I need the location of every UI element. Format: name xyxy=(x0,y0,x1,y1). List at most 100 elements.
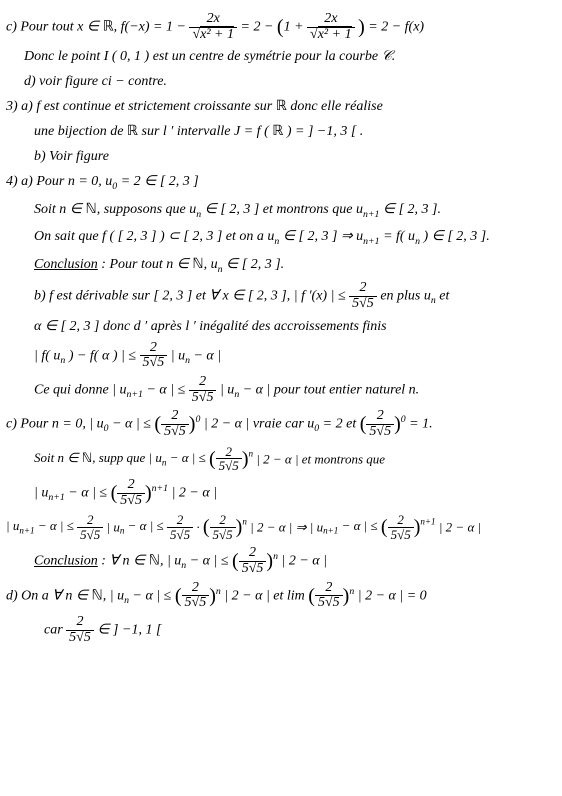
exp: n xyxy=(273,551,278,562)
text: | u xyxy=(107,519,120,534)
num: 2 xyxy=(189,375,217,391)
text: − α | ≤ xyxy=(124,518,167,533)
fraction: 25√5 xyxy=(189,375,217,405)
line-d-figure: d) voir figure ci − contre. xyxy=(24,71,556,92)
fraction: 25√5 xyxy=(77,513,103,541)
nat-symbol: ℕ xyxy=(92,588,103,603)
fraction: 25√5 xyxy=(216,445,242,473)
sub: n+1 xyxy=(127,389,143,400)
nat-symbol: ℕ xyxy=(149,554,160,569)
sub: n+1 xyxy=(363,209,379,220)
text: = 2 ∈ [ 2, 3 ] xyxy=(117,174,199,189)
num: 2 xyxy=(349,281,377,297)
text: | 2 − α | xyxy=(172,486,218,501)
line-conclusion-1: Conclusion : Pour tout n ∈ ℕ, un ∈ [ 2, … xyxy=(34,254,556,277)
real-symbol: ℝ xyxy=(103,19,114,34)
real-symbol: ℝ xyxy=(127,124,138,139)
radicand: x² + 1 xyxy=(200,26,234,42)
line-sym-conclusion: Donc le point I ( 0, 1 ) est un centre d… xyxy=(24,46,556,67)
text: ) − f( α ) | ≤ xyxy=(65,348,139,363)
fraction: 25√5 xyxy=(210,513,236,541)
text: | 2 − α | xyxy=(439,519,481,534)
text: | u xyxy=(220,383,234,398)
num: 2 xyxy=(66,615,94,631)
den: 5√5 xyxy=(117,494,145,509)
text: | 2 − α | = 0 xyxy=(358,588,427,603)
text: Ce qui donne | u xyxy=(34,382,127,397)
conclusion-label: Conclusion xyxy=(34,554,98,569)
exp: n+1 xyxy=(152,483,168,494)
nat-symbol: ℕ xyxy=(192,257,203,272)
text: ∈ ] −1, 1 [ xyxy=(97,623,161,638)
exp: 0 xyxy=(195,414,200,425)
fraction: 25√5 xyxy=(388,513,414,541)
fraction: 25√5 xyxy=(167,513,193,541)
exp: n+1 xyxy=(420,517,435,527)
text: = 2 − f(x) xyxy=(368,20,424,35)
text: : ∀ n ∈ xyxy=(98,554,149,569)
text: | u xyxy=(34,485,48,500)
text: ) ∈ [ 2, 3 ]. xyxy=(420,229,490,244)
fraction: 2 5√5 xyxy=(349,281,377,311)
num: 2 xyxy=(117,478,145,494)
fraction: 25√5 xyxy=(239,546,267,576)
curve-c: 𝒞. xyxy=(382,49,396,64)
radicand: x² + 1 xyxy=(318,26,352,42)
fraction: 25√5 xyxy=(182,581,210,611)
line-4a: 4) a) Pour n = 0, u0 = 2 ∈ [ 2, 3 ] xyxy=(6,171,556,194)
num: 2 xyxy=(216,445,242,460)
fraction: 25√5 xyxy=(117,478,145,508)
line-induction-step: On sait que f ( [ 2, 3 ] ) ⊂ [ 2, 3 ] et… xyxy=(34,226,556,249)
sub: n+1 xyxy=(19,526,34,536)
num: 2 xyxy=(239,546,267,562)
text: c) Pour n = 0, | u xyxy=(6,417,104,432)
den: 5√5 xyxy=(210,528,236,542)
exp: n xyxy=(216,585,221,596)
text: et xyxy=(436,289,450,304)
text: ∈ [ 2, 3 ]. xyxy=(223,257,285,272)
real-symbol: ℝ xyxy=(276,99,287,114)
den: 5√5 xyxy=(167,528,193,542)
text: ∈ [ 2, 3 ] et montrons que u xyxy=(201,202,363,217)
text: | f( u xyxy=(34,348,60,363)
line-c-symmetry: c) Pour tout x ∈ ℝ, f(−x) = 1 − 2x √x² +… xyxy=(6,12,556,42)
text: | 2 − α | et montrons que xyxy=(256,451,385,466)
line-4d: d) On a ∀ n ∈ ℕ, | un − α | ≤ (25√5)n | … xyxy=(6,581,556,611)
fraction: 25√5 xyxy=(161,409,189,439)
exp: 0 xyxy=(401,414,406,425)
text: donc elle réalise xyxy=(287,99,383,114)
text: , supp que | u xyxy=(92,450,162,465)
num: 2 xyxy=(388,513,414,528)
text: ∈ [ 2, 3 ]. xyxy=(379,202,441,217)
fraction: 25√5 xyxy=(366,409,394,439)
text: = 1. xyxy=(409,417,432,432)
num: 2 xyxy=(182,581,210,597)
text: 3) a) f est continue et strictement croi… xyxy=(6,99,276,114)
text: | 2 − α | et lim xyxy=(224,588,305,603)
text: , | u xyxy=(160,554,181,569)
line-4c-base: c) Pour n = 0, | u0 − α | ≤ (25√5)0 | 2 … xyxy=(6,409,556,439)
den: √x² + 1 xyxy=(189,28,237,43)
text: car xyxy=(44,622,66,637)
text: − α | ≤ xyxy=(338,518,381,533)
line-4b: b) f est dérivable sur [ 2, 3 ] et ∀ x ∈… xyxy=(34,281,556,311)
den: 5√5 xyxy=(66,631,94,646)
text: − α | ≤ xyxy=(186,554,232,569)
sub: n+1 xyxy=(48,492,64,503)
line-induction-hyp: Soit n ∈ ℕ, supposons que un ∈ [ 2, 3 ] … xyxy=(34,199,556,222)
num: 2 xyxy=(140,341,168,357)
num: 2 xyxy=(77,513,103,528)
exp: n xyxy=(248,448,253,458)
text: , f(−x) = 1 − xyxy=(114,19,190,34)
real-symbol: ℝ xyxy=(272,124,283,139)
fraction: 25√5 xyxy=(140,341,168,371)
text: Soit n ∈ xyxy=(34,202,85,217)
line-4c-goal: | un+1 − α | ≤ (25√5)n+1 | 2 − α | xyxy=(34,478,556,508)
text: On sait que f ( [ 2, 3 ] ) ⊂ [ 2, 3 ] et… xyxy=(34,229,274,244)
den: 5√5 xyxy=(315,596,343,611)
line-bijection: une bijection de ℝ sur l ′ intervalle J … xyxy=(34,121,556,142)
den: 5√5 xyxy=(140,356,168,371)
line-4c-chain: | un+1 − α | ≤ 25√5 | un − α | ≤ 25√5 · … xyxy=(6,512,556,542)
fraction: 2x √x² + 1 xyxy=(307,12,355,42)
den: 5√5 xyxy=(388,528,414,542)
